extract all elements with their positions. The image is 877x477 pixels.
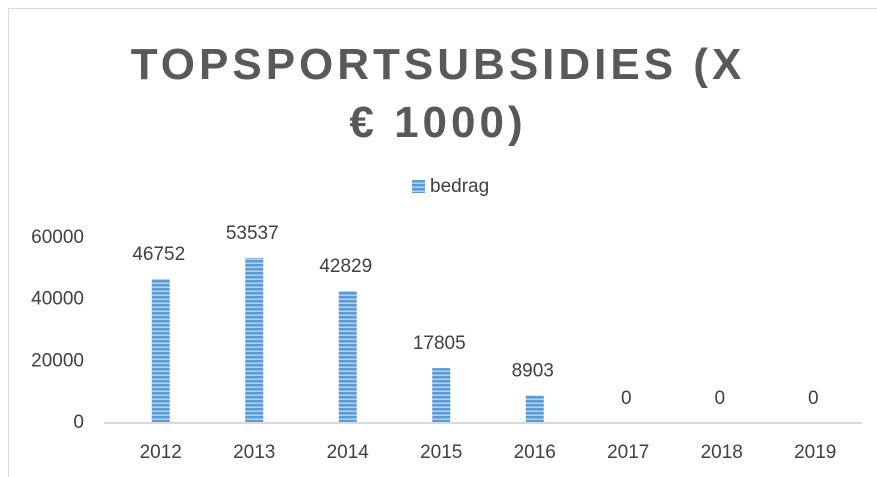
legend-label: bedrag	[430, 176, 489, 197]
x-tick-label: 2019	[794, 442, 836, 463]
bar	[338, 290, 357, 423]
bar	[525, 395, 544, 423]
bar	[245, 257, 264, 423]
x-tick-label: 2013	[233, 442, 275, 463]
data-label: 17805	[413, 333, 466, 354]
bar	[432, 368, 451, 423]
x-tick-label: 2017	[607, 442, 649, 463]
bar	[151, 278, 170, 423]
data-label: 46752	[132, 244, 185, 265]
data-label: 0	[714, 388, 725, 409]
data-label: 53537	[226, 223, 279, 244]
legend-swatch	[412, 180, 425, 193]
x-tick-label: 2015	[420, 442, 462, 463]
y-tick-label: 40000	[31, 289, 84, 310]
data-label: 0	[621, 388, 632, 409]
data-label: 0	[808, 388, 819, 409]
y-tick-label: 20000	[31, 350, 84, 371]
chart-border	[8, 8, 877, 477]
data-label: 8903	[512, 361, 554, 382]
x-tick-label: 2016	[514, 442, 556, 463]
data-label: 42829	[319, 256, 372, 277]
y-tick-label: 0	[73, 412, 84, 433]
x-tick-label: 2018	[701, 442, 743, 463]
x-tick-label: 2014	[327, 442, 370, 463]
chart-title: TOPSPORTSUBSIDIES (X € 1000)	[130, 40, 746, 147]
x-tick-label: 2012	[140, 442, 182, 463]
y-tick-label: 60000	[31, 227, 84, 248]
